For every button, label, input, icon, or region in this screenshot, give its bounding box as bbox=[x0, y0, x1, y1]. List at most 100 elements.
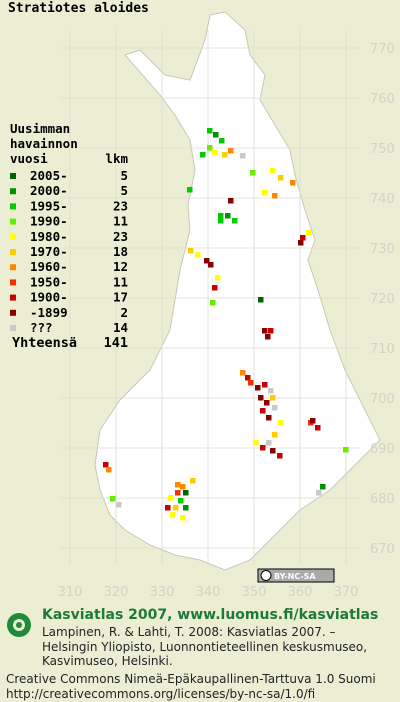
occurrence-square bbox=[250, 170, 256, 176]
legend-count: 2 bbox=[120, 305, 128, 320]
legend-label: 1900- bbox=[30, 290, 68, 305]
occurrence-square bbox=[260, 408, 266, 414]
legend-swatch bbox=[10, 294, 16, 301]
legend-count: 18 bbox=[113, 244, 128, 259]
map-title: Stratiotes aloides bbox=[8, 1, 149, 16]
northing-label: 690 bbox=[370, 442, 395, 457]
legend-count: 23 bbox=[113, 198, 128, 213]
occurrence-square bbox=[200, 152, 206, 158]
easting-label: 370 bbox=[334, 585, 359, 600]
occurrence-square bbox=[262, 382, 268, 388]
legend-label: -1899 bbox=[30, 305, 68, 320]
occurrence-square bbox=[260, 445, 266, 451]
occurrence-square bbox=[255, 385, 261, 391]
legend-swatch bbox=[10, 188, 16, 195]
legend-swatch bbox=[10, 233, 16, 240]
easting-label: 340 bbox=[196, 585, 221, 600]
occurrence-square bbox=[106, 467, 112, 473]
legend-swatch bbox=[10, 218, 16, 225]
legend-label: 1950- bbox=[30, 274, 68, 289]
occurrence-square bbox=[207, 145, 213, 151]
citation: Kasvimuseo, Helsinki. bbox=[42, 654, 173, 668]
occurrence-square bbox=[213, 132, 219, 138]
occurrence-square bbox=[270, 168, 276, 174]
legend-swatch bbox=[10, 279, 16, 286]
occurrence-square bbox=[268, 388, 274, 394]
occurrence-square bbox=[228, 198, 234, 204]
occurrence-square bbox=[300, 235, 306, 241]
occurrence-square bbox=[175, 490, 181, 496]
legend-label: 1990- bbox=[30, 214, 68, 229]
footer-title: Kasviatlas 2007, www.luomus.fi/kasviatla… bbox=[42, 607, 378, 623]
occurrence-square bbox=[290, 180, 296, 186]
occurrence-square bbox=[253, 440, 259, 446]
occurrence-square bbox=[343, 447, 349, 453]
license-url: http://creativecommons.org/licenses/by-n… bbox=[6, 687, 315, 701]
legend-count: 5 bbox=[120, 183, 128, 198]
occurrence-square bbox=[264, 400, 270, 406]
occurrence-square bbox=[232, 218, 238, 224]
occurrence-square bbox=[262, 190, 268, 196]
northing-label: 680 bbox=[370, 492, 395, 507]
legend-count: 11 bbox=[113, 214, 128, 229]
legend-count: 12 bbox=[113, 259, 128, 274]
occurrence-square bbox=[277, 453, 283, 459]
occurrence-square bbox=[240, 370, 246, 376]
northing-label: 710 bbox=[370, 342, 395, 357]
northing-label: 760 bbox=[370, 92, 395, 107]
northing-label: 700 bbox=[370, 392, 395, 407]
legend-label: 1960- bbox=[30, 259, 68, 274]
legend-swatch bbox=[10, 173, 16, 179]
northing-label: 670 bbox=[370, 542, 395, 557]
occurrence-square bbox=[165, 505, 171, 511]
legend-swatch bbox=[10, 203, 16, 210]
legend-heading: havainnon bbox=[10, 136, 78, 151]
occurrence-square bbox=[310, 418, 316, 424]
occurrence-square bbox=[268, 328, 274, 334]
occurrence-square bbox=[219, 138, 225, 144]
occurrence-square bbox=[103, 462, 109, 468]
occurrence-square bbox=[272, 193, 278, 199]
legend-count-heading: lkm bbox=[105, 151, 128, 166]
northing-label: 730 bbox=[370, 242, 395, 257]
occurrence-square bbox=[316, 490, 322, 496]
occurrence-square bbox=[207, 128, 213, 134]
northing-label: 740 bbox=[370, 192, 395, 207]
occurrence-square bbox=[210, 300, 216, 306]
occurrence-square bbox=[183, 490, 189, 496]
legend-total: 141 bbox=[104, 335, 128, 351]
kasviatlas-logo bbox=[7, 613, 31, 637]
occurrence-square bbox=[116, 502, 122, 508]
legend-heading: vuosi bbox=[10, 151, 48, 166]
occurrence-square bbox=[180, 484, 186, 490]
occurrence-square bbox=[183, 505, 189, 511]
citation: Lampinen, R. & Lahti, T. 2008: Kasviatla… bbox=[42, 625, 336, 639]
license: Creative Commons Nimeä-Epäkaupallinen-Ta… bbox=[6, 672, 376, 686]
occurrence-square bbox=[266, 440, 272, 446]
northing-label: 750 bbox=[370, 142, 395, 157]
easting-label: 360 bbox=[288, 585, 313, 600]
occurrence-square bbox=[215, 275, 221, 281]
occurrence-square bbox=[212, 150, 218, 156]
legend-label: ??? bbox=[30, 320, 53, 335]
occurrence-square bbox=[218, 213, 224, 219]
occurrence-square bbox=[228, 148, 234, 154]
occurrence-square bbox=[173, 505, 179, 511]
northing-label: 720 bbox=[370, 292, 395, 307]
easting-label: 320 bbox=[104, 585, 129, 600]
occurrence-square bbox=[278, 175, 284, 181]
legend-label: 1995- bbox=[30, 198, 68, 213]
legend-total-label: Yhteensä bbox=[12, 335, 77, 351]
legend-swatch bbox=[10, 309, 16, 316]
legend-swatch bbox=[10, 249, 16, 255]
occurrence-square bbox=[245, 375, 251, 381]
legend-label: 2005- bbox=[30, 168, 68, 183]
occurrence-square bbox=[208, 262, 214, 268]
occurrence-square bbox=[272, 405, 278, 411]
occurrence-square bbox=[240, 153, 246, 159]
cc-badge-text: BY-NC-SA bbox=[274, 572, 316, 581]
occurrence-square bbox=[204, 258, 210, 264]
legend-count: 23 bbox=[113, 229, 128, 244]
occurrence-square bbox=[270, 395, 276, 401]
occurrence-square bbox=[265, 334, 271, 340]
